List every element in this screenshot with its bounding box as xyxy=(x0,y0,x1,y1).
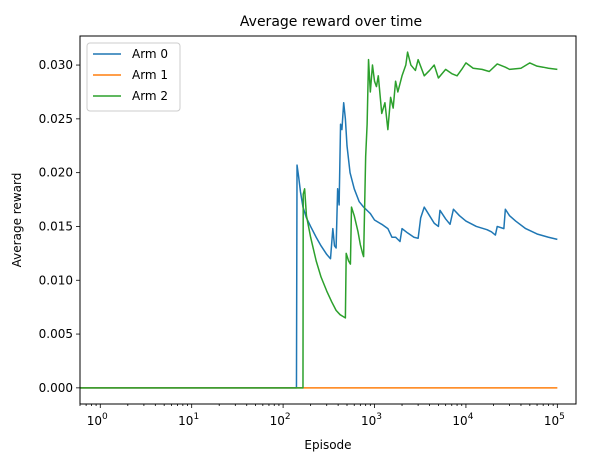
legend-box xyxy=(86,42,181,112)
plot-area xyxy=(79,35,577,405)
y-tick-label: 0.005 xyxy=(39,327,73,341)
y-tick-label: 0.030 xyxy=(39,58,73,72)
x-tick-label: 103 xyxy=(361,412,382,428)
x-axis: 100 101 102 103 104 105 xyxy=(79,404,565,428)
y-axis-label: Average reward xyxy=(10,173,24,268)
legend-label-arm-0: Arm 0 xyxy=(132,47,168,61)
series-line-arm-0 xyxy=(80,101,558,389)
plot-frame xyxy=(79,35,577,405)
x-tick-label: 100 xyxy=(87,412,108,428)
x-tick-label: 102 xyxy=(270,412,291,428)
y-tick-label: 0.025 xyxy=(39,112,73,126)
x-tick-label: 104 xyxy=(452,412,473,428)
series-line-arm-2 xyxy=(80,51,558,389)
legend-label-arm-2: Arm 2 xyxy=(132,89,168,103)
chart-title: Average reward over time xyxy=(240,14,422,30)
legend-label-arm-1: Arm 1 xyxy=(132,68,168,82)
y-tick-label: 0.010 xyxy=(39,273,73,287)
y-tick-label: 0.000 xyxy=(39,381,73,395)
legend: Arm 0 Arm 1 Arm 2 xyxy=(86,42,181,112)
y-tick-label: 0.020 xyxy=(39,166,73,180)
x-axis-label: Episode xyxy=(304,438,351,452)
y-axis: 0.000 0.005 0.010 0.015 0.020 0.025 0.030 xyxy=(39,58,80,395)
x-tick-label: 105 xyxy=(544,412,565,428)
x-tick-label: 101 xyxy=(178,412,199,428)
series-layer xyxy=(80,51,558,389)
y-tick-label: 0.015 xyxy=(39,219,73,233)
